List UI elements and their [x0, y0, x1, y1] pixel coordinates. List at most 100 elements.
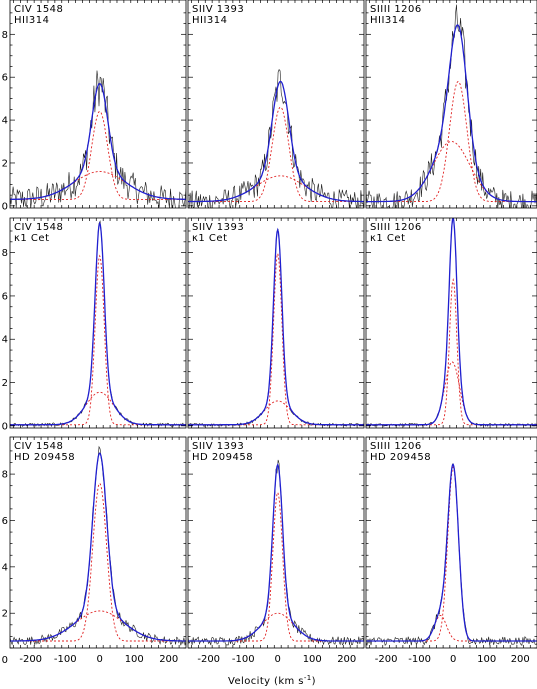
panel-ion-label: CIV 1548 [14, 222, 63, 233]
component-1-curve [188, 106, 364, 203]
plot-area [188, 459, 364, 646]
plot-area [366, 4, 537, 208]
component-2-curve [188, 175, 364, 203]
total-fit-curve [188, 463, 364, 642]
component-2-curve [10, 610, 186, 642]
panel-ion-label: SIIII 1206 [370, 441, 422, 452]
component-1-curve [10, 482, 186, 642]
x-tick-label: 0 [97, 654, 103, 665]
plot-area [366, 218, 537, 427]
panel-star-label: κ1 Cet [14, 233, 50, 244]
x-axis-title-exponent: -1 [304, 674, 312, 682]
component-2-curve [188, 612, 364, 642]
x-axis-title: Velocity (km s-1) [228, 674, 316, 687]
observed-spectrum [366, 463, 537, 647]
x-tick-label: -200 [197, 654, 220, 665]
x-tick-label: -200 [19, 654, 42, 665]
plot-area [188, 69, 364, 208]
y-tick-label: 8 [2, 470, 8, 481]
total-fit-curve [10, 452, 186, 642]
observed-spectrum [10, 220, 186, 428]
y-tick-label: 6 [2, 291, 8, 302]
panel-ion-label: SIIV 1393 [192, 222, 244, 233]
observed-spectrum [10, 70, 186, 208]
y-tick-label: 2 [2, 158, 8, 169]
total-fit-curve [366, 218, 537, 426]
panel-frame [187, 217, 365, 429]
x-tick-label: 100 [303, 654, 322, 665]
panel-frame [9, 0, 187, 209]
panel-ion-label: SIIII 1206 [370, 4, 422, 15]
panel-star-label: HD 209458 [370, 452, 431, 463]
total-fit-curve [10, 82, 186, 201]
component-1-curve [10, 111, 186, 200]
x-tick-label: 200 [511, 654, 530, 665]
x-tick-label: -100 [408, 654, 431, 665]
x-tick-label: 100 [125, 654, 144, 665]
y-tick-label: 0 [2, 421, 8, 432]
y-tick-label: 6 [2, 73, 8, 84]
component-2-curve [188, 400, 364, 426]
panel-star-label: HII314 [14, 15, 50, 26]
component-1-curve [10, 254, 186, 426]
x-tick-label: 100 [477, 654, 496, 665]
total-fit-curve [366, 24, 537, 203]
panel-ion-label: SIIII 1206 [370, 222, 422, 233]
plot-area [188, 227, 364, 427]
x-tick-label: -100 [232, 654, 255, 665]
y-tick-label: 4 [2, 335, 8, 346]
panel-frame [9, 217, 187, 429]
panel-star-label: HII314 [192, 15, 228, 26]
component-1-curve [188, 252, 364, 426]
panel-ion-label: SIIV 1393 [192, 4, 244, 15]
observed-spectrum [188, 228, 364, 427]
panel-frame [9, 436, 187, 649]
panel-ion-label: CIV 1548 [14, 4, 63, 15]
y-tick-label: 0 [2, 201, 8, 212]
component-2-curve [366, 615, 537, 642]
panel-star-label: κ1 Cet [192, 233, 228, 244]
panel-star-label: HD 209458 [14, 452, 75, 463]
panel-star-label: HD 209458 [192, 452, 253, 463]
component-1-curve [188, 491, 364, 642]
x-tick-label: 200 [159, 654, 178, 665]
panel-frame [365, 217, 537, 429]
component-2-curve [10, 391, 186, 426]
observed-spectrum [10, 445, 186, 646]
y-tick-label: 6 [2, 516, 8, 527]
observed-spectrum [366, 218, 537, 427]
component-1-curve [366, 81, 537, 203]
x-tick-label: 0 [275, 654, 281, 665]
x-axis-labels: -200 -100 0 100 200 -200 -100 0 100 200 -200 -100 0 1… [19, 654, 529, 665]
plot-area [366, 463, 537, 647]
y-tick-label: 4 [2, 562, 8, 573]
x-tick-label: -200 [375, 654, 398, 665]
panel-ion-label: SIIV 1393 [192, 441, 244, 452]
panel-frame [365, 0, 537, 209]
x-axis-title-close: ) [312, 676, 316, 687]
panel-frame [187, 436, 365, 649]
panel-star-label: κ1 Cet [370, 233, 406, 244]
component-1-curve [366, 466, 537, 642]
plot-area [10, 220, 186, 428]
x-tick-label: -100 [54, 654, 77, 665]
total-fit-curve [188, 80, 364, 203]
panel-ion-label: CIV 1548 [14, 441, 63, 452]
panel-frame [365, 436, 537, 649]
plot-area [10, 445, 186, 646]
component-2-curve [366, 361, 537, 426]
x-tick-label: 200 [337, 654, 356, 665]
observed-spectrum [188, 69, 364, 208]
total-fit-curve [366, 463, 537, 642]
component-1-curve [366, 277, 537, 426]
